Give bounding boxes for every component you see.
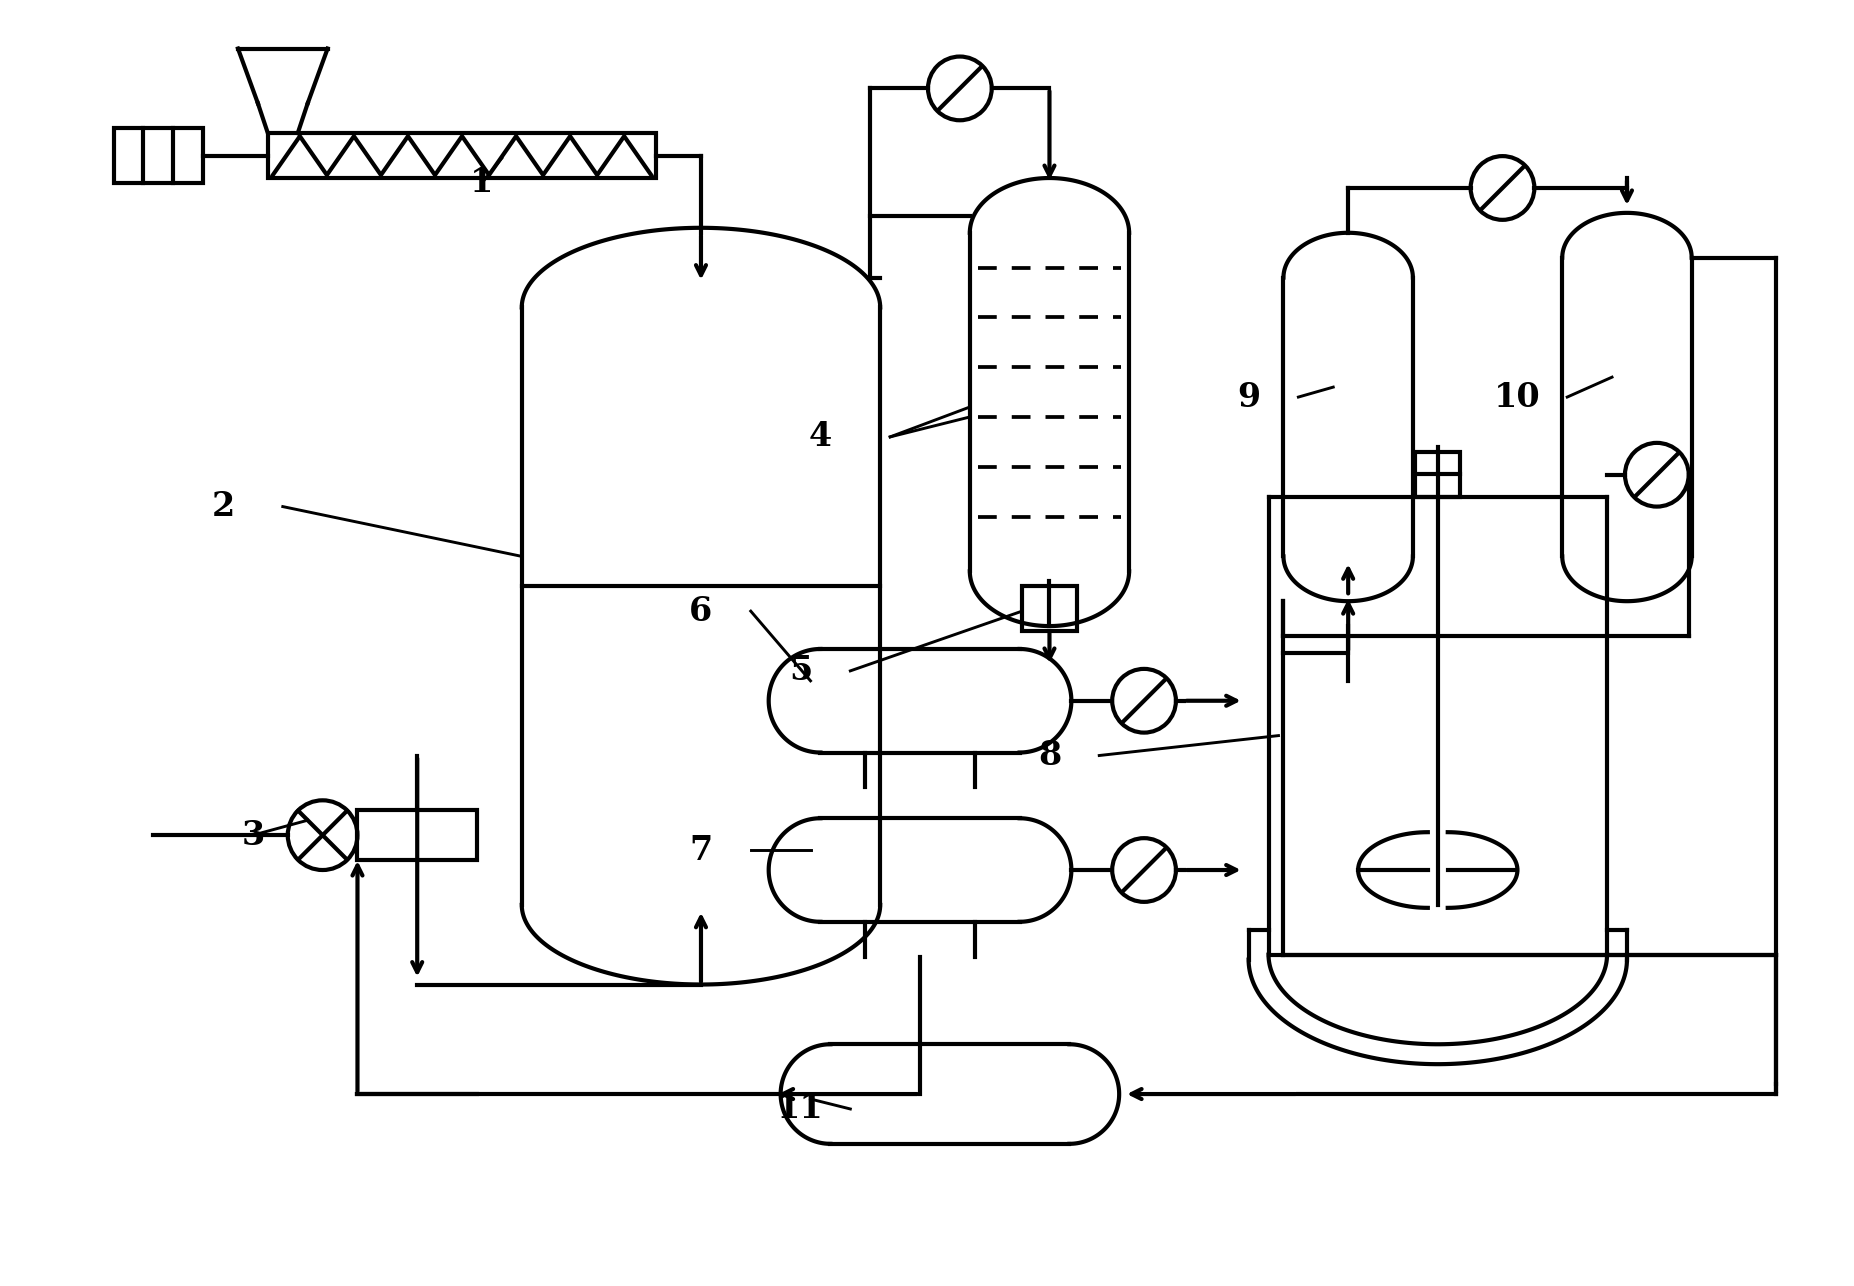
Text: 7: 7 (690, 833, 712, 867)
Text: 3: 3 (241, 819, 265, 851)
Text: 6: 6 (690, 594, 712, 628)
Text: 9: 9 (1237, 381, 1261, 414)
Text: 1: 1 (471, 166, 493, 199)
Bar (1022, 585, 1077, 630)
Text: 10: 10 (1494, 381, 1541, 414)
Bar (1415, 451, 1461, 496)
Bar (267, 134, 656, 177)
Text: 5: 5 (790, 655, 812, 688)
Text: 4: 4 (808, 421, 832, 454)
Bar (113, 129, 204, 183)
Bar (358, 810, 476, 860)
Text: 2: 2 (211, 490, 235, 523)
Text: 11: 11 (777, 1093, 823, 1125)
Text: 8: 8 (1038, 739, 1060, 772)
